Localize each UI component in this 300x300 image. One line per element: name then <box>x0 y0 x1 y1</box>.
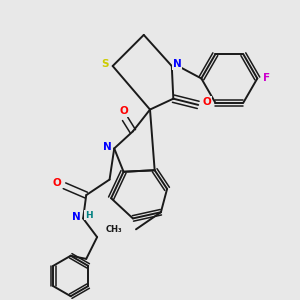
Text: O: O <box>52 178 61 188</box>
Text: O: O <box>119 106 128 116</box>
Text: O: O <box>202 97 211 107</box>
Text: F: F <box>263 74 270 83</box>
Text: H: H <box>85 211 92 220</box>
Text: N: N <box>72 212 81 222</box>
Text: CH₃: CH₃ <box>105 225 122 234</box>
Text: S: S <box>101 59 109 70</box>
Text: N: N <box>173 59 182 70</box>
Text: N: N <box>103 142 112 152</box>
